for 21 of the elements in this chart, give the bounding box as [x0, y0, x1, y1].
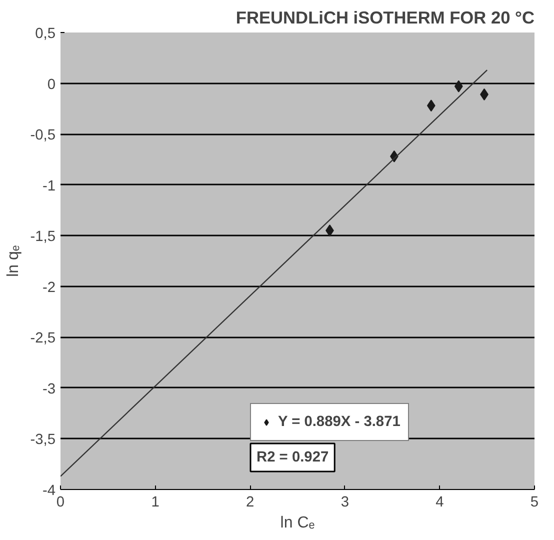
y-tick-label: -4	[42, 483, 56, 499]
y-tick-label: -3	[42, 381, 56, 398]
x-tick-label: 1	[151, 494, 160, 510]
annotation: R2 = 0.927	[256, 450, 329, 466]
y-axis-title: ln qₑ	[5, 245, 22, 277]
y-tick-label: -2	[42, 280, 56, 296]
y-tick-label: -2,5	[30, 330, 56, 347]
y-tick-label: -1	[42, 178, 56, 194]
y-tick-label: -3,5	[30, 432, 56, 448]
x-axis-title: ln Cₑ	[280, 514, 315, 532]
x-tick-label: 5	[530, 494, 539, 510]
chart-title: FREUNDLiCH iSOTHERM FOR 20 °C	[236, 8, 535, 28]
x-tick-label: 3	[340, 494, 349, 510]
y-tick-label: 0	[47, 76, 56, 93]
point	[454, 80, 463, 92]
legend-label: Y = 0.889X - 3.871	[278, 414, 400, 430]
y-tick-label: -1,5	[30, 229, 56, 246]
x-tick-label: 4	[436, 494, 444, 510]
x-tick-label: 2	[246, 494, 254, 510]
y-tick-label: 0,5	[35, 26, 56, 42]
y-tick-label: -0,5	[30, 128, 56, 144]
